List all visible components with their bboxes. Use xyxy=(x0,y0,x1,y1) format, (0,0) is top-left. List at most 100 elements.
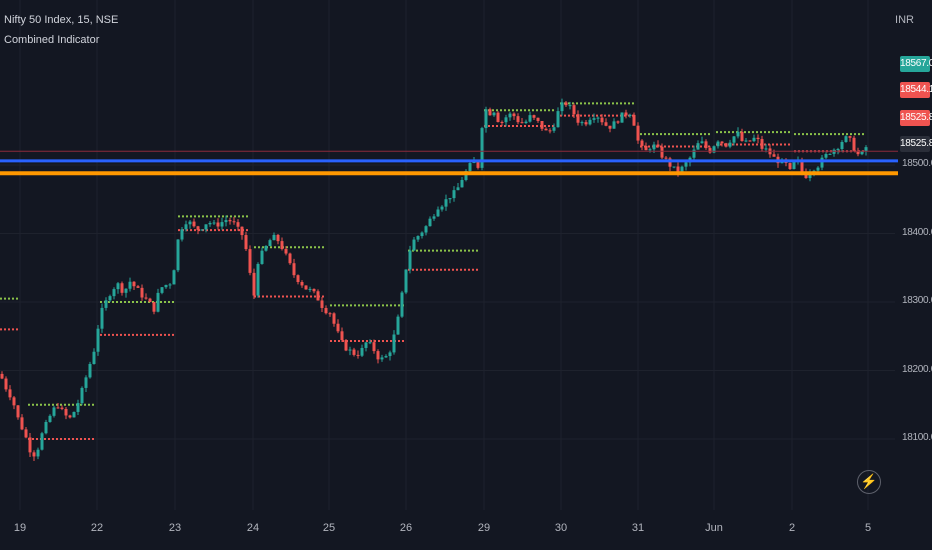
symbol-title[interactable]: Nifty 50 Index, 15, NSE xyxy=(4,14,119,26)
candle-body xyxy=(808,173,812,179)
candle-body xyxy=(440,206,444,210)
time-tick-label: 25 xyxy=(322,522,336,534)
price-label: 18525.85 xyxy=(900,110,932,126)
currency-label[interactable]: INR xyxy=(895,14,914,26)
candle-body xyxy=(388,352,392,357)
candle-body xyxy=(592,118,596,120)
candle-body xyxy=(196,226,200,230)
candle-body xyxy=(248,249,252,273)
candle-body xyxy=(204,224,208,230)
candle-body xyxy=(256,263,260,296)
candle-body xyxy=(648,149,652,151)
candle-body xyxy=(292,263,296,276)
candle-body xyxy=(148,298,152,303)
price-label: 18525.85 xyxy=(900,136,932,152)
candle-body xyxy=(608,125,612,129)
candle-body xyxy=(420,232,424,237)
candle-body xyxy=(548,130,552,132)
candle-body xyxy=(520,122,524,124)
candle-body xyxy=(156,292,160,312)
candle-body xyxy=(396,316,400,335)
candle-body xyxy=(640,140,644,146)
candle-body xyxy=(4,378,8,390)
candle-body xyxy=(316,291,320,301)
candle-body xyxy=(72,411,76,418)
candle-body xyxy=(168,284,172,286)
candle-body xyxy=(828,153,832,155)
candle-body xyxy=(512,113,516,117)
candle-body xyxy=(52,407,56,416)
candle-body xyxy=(368,342,372,344)
candle-body xyxy=(732,136,736,143)
candle-body xyxy=(80,387,84,404)
candle-body xyxy=(176,239,180,271)
candle-body xyxy=(96,328,100,352)
candle-body xyxy=(580,122,584,124)
candle-body xyxy=(756,137,760,140)
candle-body xyxy=(496,112,500,122)
candle-body xyxy=(132,281,136,287)
candle-body xyxy=(188,221,192,225)
candle-body xyxy=(460,180,464,188)
candle-body xyxy=(172,270,176,285)
candle-body xyxy=(476,160,480,168)
candle-body xyxy=(228,220,232,222)
candle-body xyxy=(352,349,356,355)
candle-body xyxy=(44,421,48,434)
candle-body xyxy=(864,147,868,152)
lightning-icon[interactable]: ⚡ xyxy=(857,470,881,494)
candle-body xyxy=(276,234,280,242)
candle-body xyxy=(88,363,92,378)
candle-body xyxy=(660,146,664,158)
candle-body xyxy=(596,117,600,119)
candle-body xyxy=(480,128,484,168)
candlestick-series xyxy=(0,98,868,462)
candle-body xyxy=(332,313,336,324)
candle-body xyxy=(220,222,224,227)
candle-body xyxy=(848,136,852,138)
candle-body xyxy=(76,403,80,412)
candle-body xyxy=(564,102,568,106)
candle-body xyxy=(488,109,492,116)
candle-body xyxy=(704,141,708,149)
candle-body xyxy=(624,112,628,116)
candle-body xyxy=(816,167,820,171)
indicator-name[interactable]: Combined Indicator xyxy=(4,34,100,46)
candle-body xyxy=(852,137,856,151)
candle-body xyxy=(676,166,680,172)
candle-body xyxy=(432,216,436,219)
candle-body xyxy=(60,407,64,409)
candle-body xyxy=(288,253,292,264)
horizontal-levels xyxy=(0,150,898,176)
candle-body xyxy=(360,347,364,356)
time-tick-label: Jun xyxy=(705,522,723,534)
time-tick-label: 23 xyxy=(168,522,182,534)
candle-body xyxy=(268,240,272,246)
candle-body xyxy=(100,307,104,329)
candle-body xyxy=(284,249,288,254)
candle-body xyxy=(856,150,860,155)
candle-body xyxy=(272,234,276,241)
candle-body xyxy=(336,323,340,332)
candle-body xyxy=(456,187,460,191)
candle-body xyxy=(504,117,508,123)
candle-body xyxy=(792,160,796,169)
time-tick-label: 30 xyxy=(554,522,568,534)
time-tick-label: 29 xyxy=(477,522,491,534)
candle-body xyxy=(376,351,380,360)
candle-body xyxy=(312,288,316,292)
candle-body xyxy=(560,102,564,112)
candle-body xyxy=(724,143,728,147)
candle-body xyxy=(20,417,24,430)
candle-body xyxy=(404,269,408,293)
candle-body xyxy=(516,116,520,123)
candle-body xyxy=(236,222,240,227)
candle-body xyxy=(152,302,156,312)
candle-body xyxy=(120,283,124,293)
candle-body xyxy=(408,250,412,270)
candle-body xyxy=(216,222,220,227)
candle-body xyxy=(48,415,52,422)
candle-body xyxy=(252,272,256,296)
candle-body xyxy=(324,307,328,314)
